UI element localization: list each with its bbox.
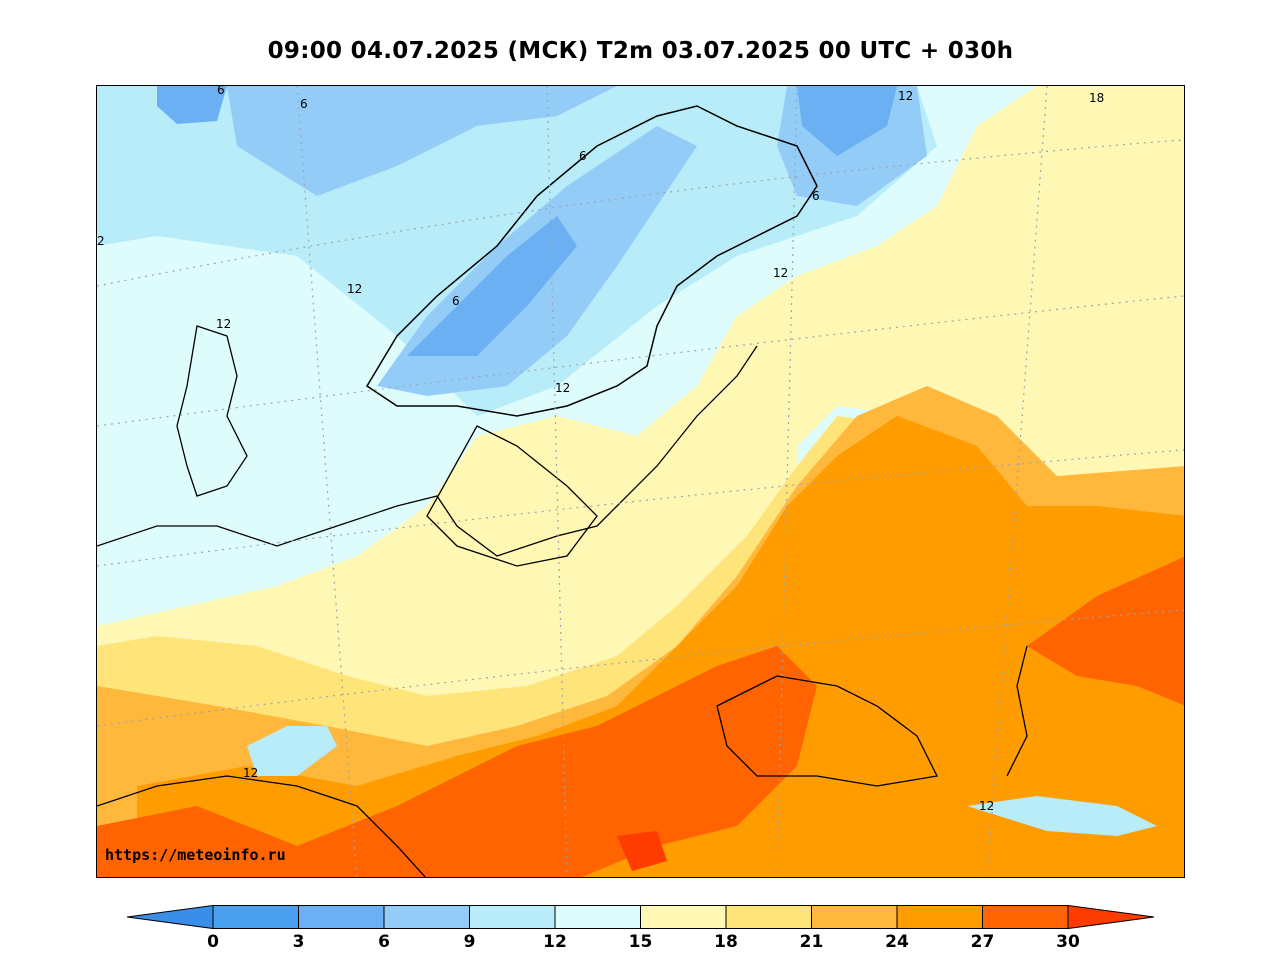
- band-27-30-south: [97, 646, 817, 877]
- coastline-britain: [176, 325, 248, 497]
- colorbar-band: [298, 905, 385, 929]
- contour-label: 12: [243, 766, 259, 780]
- colorbar-band: [640, 905, 727, 929]
- coastline-baltic: [426, 425, 598, 567]
- contour-label: 18: [1089, 91, 1105, 105]
- band-over-30: [617, 831, 667, 871]
- colorbar-tick-label: 9: [463, 932, 476, 952]
- contour-label: 12: [979, 799, 995, 813]
- colorbar-band: [212, 905, 299, 929]
- band-27-30-east: [1027, 556, 1184, 706]
- contour-label: 6: [812, 189, 820, 203]
- temperature-map[interactable]: [96, 85, 1185, 878]
- band-3-6-iceland: [157, 86, 227, 124]
- colorbar-tick-label: 30: [1056, 932, 1080, 952]
- colorbar-tick-label: 21: [799, 932, 824, 952]
- contour-label: 6: [217, 83, 225, 97]
- contour-label: 12: [216, 317, 232, 331]
- coastline-black-sea: [716, 675, 938, 787]
- contour-label: 6: [300, 97, 308, 111]
- contour-label: 6: [579, 149, 587, 163]
- colorbar-band: [469, 905, 556, 929]
- band-3-6-scandinavia: [407, 216, 577, 356]
- colorbar-tick-label: 3: [292, 932, 305, 952]
- band-15-18-europe: [97, 86, 1184, 726]
- band-3-6-kola: [797, 86, 897, 156]
- colorbar: [127, 905, 1154, 930]
- band-alps: [247, 726, 337, 776]
- colorbar-tick-label: 18: [714, 932, 738, 952]
- watermark-url: https://meteoinfo.ru: [105, 846, 286, 864]
- colorbar-tick-label: 6: [378, 932, 390, 952]
- colorbar-under-triangle: [127, 905, 214, 930]
- colorbar-tick-label: 0: [207, 932, 219, 952]
- contour-label: 12: [555, 381, 571, 395]
- contour-label: 2: [97, 234, 105, 248]
- coastline-scandinavia: [365, 105, 818, 417]
- coastline-med: [97, 775, 427, 877]
- colorbar-tick-label: 24: [885, 932, 909, 952]
- colorbar-over-triangle: [1067, 905, 1154, 930]
- contour-label: 6: [452, 294, 460, 308]
- band-24-27: [137, 416, 1184, 877]
- coastline-caspian: [1006, 645, 1028, 777]
- map-title: 09:00 04.07.2025 (МСК) T2m 03.07.2025 00…: [267, 38, 1014, 64]
- contour-label: 12: [898, 89, 914, 103]
- colorbar-band: [383, 905, 470, 929]
- colorbar-band: [811, 905, 898, 929]
- colorbar-tick-label: 12: [543, 932, 567, 952]
- colorbar-tick-label: 27: [970, 932, 995, 952]
- colorbar-band: [554, 905, 641, 929]
- band-6-9-north: [227, 86, 617, 196]
- contour-label: 12: [347, 282, 363, 296]
- contour-label: 12: [773, 266, 789, 280]
- colorbar-tick-label: 15: [628, 932, 653, 952]
- colorbar-band: [982, 905, 1069, 929]
- colorbar-band: [896, 905, 983, 929]
- graticule: [97, 86, 1184, 877]
- band-caucasus: [967, 796, 1157, 836]
- map-canvas: [97, 86, 1184, 877]
- colorbar-band: [725, 905, 812, 929]
- coastline-continent: [97, 345, 758, 557]
